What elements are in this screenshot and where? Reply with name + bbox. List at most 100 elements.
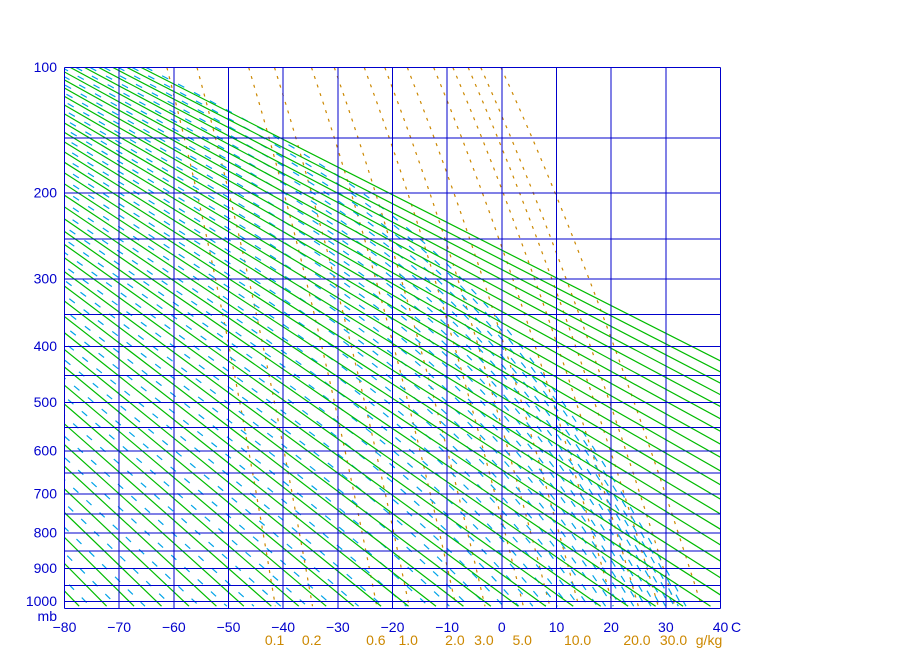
dry-adiabat-line — [64, 79, 721, 445]
dry-adiabat-line — [64, 300, 464, 607]
moist-adiabat-line — [64, 225, 534, 607]
dry-adiabat-line — [64, 161, 721, 579]
pressure-tick-label: 800 — [34, 525, 58, 541]
mixing-ratio-line — [273, 67, 410, 607]
dry-adiabat-line — [126, 67, 721, 373]
dry-adiabat-line — [64, 384, 327, 607]
dry-adiabat-line — [64, 423, 272, 607]
dry-adiabat-line — [64, 87, 721, 459]
moist-adiabat-line — [64, 502, 173, 607]
pressure-tick-label: 700 — [34, 486, 58, 502]
pressure-tick-label: 400 — [34, 338, 58, 354]
moist-adiabat-line — [64, 251, 504, 607]
pressure-tick-label: 600 — [34, 443, 58, 459]
moist-adiabat-line — [64, 294, 450, 607]
moist-adiabat-line — [64, 359, 359, 607]
dry-adiabat-line — [64, 285, 492, 607]
pressure-axis-unit-label: mb — [38, 608, 58, 624]
dry-adiabat-line — [64, 122, 721, 515]
mixing-ratio-tick-label: 0.2 — [302, 632, 322, 648]
mixing-ratio-line — [196, 67, 314, 607]
dry-adiabat-line — [64, 511, 162, 607]
dry-adiabat-line — [64, 348, 382, 607]
temperature-tick-label: −50 — [217, 619, 241, 635]
dry-adiabat-line — [64, 488, 190, 607]
dry-adiabat-line — [64, 332, 409, 607]
temperature-tick-label: −40 — [271, 619, 295, 635]
mixing-ratio-line — [384, 67, 551, 607]
dry-adiabat-line — [64, 113, 721, 500]
moist-adiabat-line — [64, 309, 430, 607]
dry-adiabat-line — [112, 67, 721, 384]
moist-adiabat-line — [75, 67, 667, 607]
dry-adiabat-line — [64, 271, 519, 607]
dry-adiabat-line — [64, 183, 711, 607]
pressure-tick-label: 1000 — [26, 593, 57, 609]
mixing-ratio-tick-label: 2.0 — [445, 632, 465, 648]
pressure-tick-label: 900 — [34, 560, 58, 576]
temperature-axis-unit-label: C — [731, 619, 741, 635]
pressure-tick-label: 100 — [34, 59, 58, 75]
mixing-ratio-tick-label: 5.0 — [512, 632, 532, 648]
moist-adiabat-line — [64, 109, 635, 607]
moist-adiabat-line — [64, 100, 641, 607]
pressure-tick-label: 500 — [34, 394, 58, 410]
moist-adiabat-line — [64, 178, 580, 607]
axis-labels: mb C g/kg 100200300400500600700800900100… — [26, 59, 741, 648]
dry-adiabat-line — [70, 67, 721, 420]
dry-adiabat-line — [64, 131, 721, 530]
moist-adiabat-line — [64, 552, 118, 607]
dry-adiabat-line — [64, 71, 721, 432]
dry-adiabat-line — [98, 67, 721, 396]
dry-adiabat-line — [64, 243, 574, 607]
dry-adiabat-line — [64, 230, 602, 607]
mixing-ratio-tick-label: 0.6 — [366, 632, 386, 648]
dry-adiabat-line — [140, 67, 721, 362]
mixing-ratio-unit-label: g/kg — [696, 632, 722, 648]
mixing-ratio-tick-label: 1.0 — [398, 632, 418, 648]
temperature-tick-label: 40 — [713, 619, 729, 635]
dry-adiabat-line — [64, 403, 300, 607]
temperature-tick-label: −60 — [162, 619, 186, 635]
moist-adiabat-line — [145, 67, 687, 607]
moist-adiabat-line — [64, 84, 652, 607]
temperature-tick-label: 0 — [498, 619, 506, 635]
dry-adiabats — [64, 67, 721, 607]
temperature-tick-label: −80 — [53, 619, 77, 635]
temperature-tick-label: 30 — [658, 619, 674, 635]
moist-adiabat-line — [64, 377, 334, 607]
dry-adiabat-line — [64, 172, 721, 596]
mixing-ratio-tick-label: 30.0 — [660, 632, 687, 648]
moist-adiabat-line — [64, 435, 255, 607]
pressure-temperature-grid — [64, 67, 721, 609]
moist-adiabat-line — [64, 118, 628, 607]
dry-adiabat-line — [64, 206, 656, 607]
dry-adiabat-line — [64, 95, 721, 472]
dry-adiabat-line — [64, 218, 629, 607]
mixing-ratio-line — [467, 67, 659, 607]
pressure-tick-label: 300 — [34, 271, 58, 287]
mixing-ratio-line — [406, 67, 580, 607]
dry-adiabat-line — [64, 443, 245, 607]
mixing-ratio-tick-label: 20.0 — [623, 632, 650, 648]
mixing-ratio-line — [500, 67, 703, 607]
dry-adiabat-line — [64, 315, 437, 607]
mixing-ratio-tick-label: 3.0 — [474, 632, 494, 648]
dry-adiabat-line — [84, 67, 721, 408]
temperature-tick-label: −70 — [107, 619, 131, 635]
dry-adiabat-line — [64, 151, 721, 562]
moist-adiabat-line — [64, 456, 228, 607]
mixing-ratio-line — [310, 67, 457, 607]
dry-adiabat-line — [64, 141, 721, 546]
temperature-tick-label: −10 — [435, 619, 459, 635]
temperature-tick-label: −30 — [326, 619, 350, 635]
temperature-tick-label: 10 — [549, 619, 565, 635]
dry-adiabat-line — [64, 366, 355, 607]
dry-adiabat-line — [64, 465, 217, 607]
moist-adiabat-line — [64, 325, 407, 607]
mixing-ratio-tick-label: 10.0 — [564, 632, 591, 648]
mixing-ratio-line — [248, 67, 378, 607]
moist-adiabat-line — [64, 526, 146, 607]
moist-adiabat-line — [64, 342, 384, 607]
